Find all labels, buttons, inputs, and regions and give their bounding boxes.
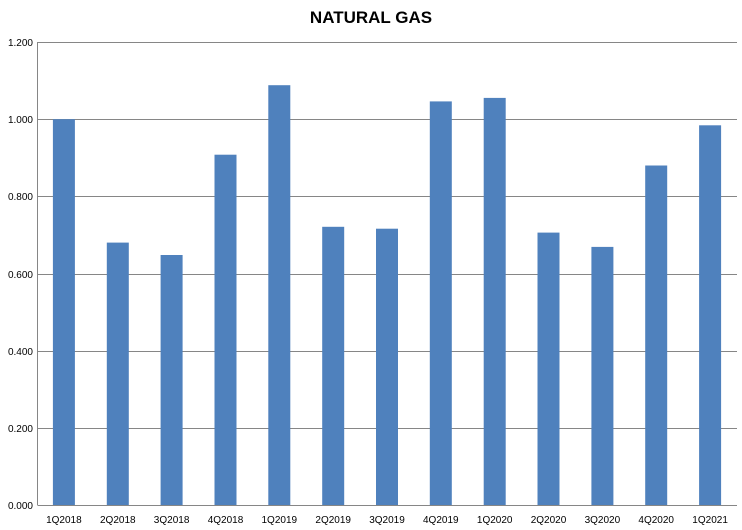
y-tick-label: 1.000 bbox=[8, 115, 33, 126]
y-tick-label: 0.800 bbox=[8, 192, 33, 203]
x-tick-label: 1Q2019 bbox=[262, 515, 298, 526]
bars bbox=[52, 85, 722, 506]
x-tick-label: 2Q2018 bbox=[100, 515, 136, 526]
x-tick-label: 3Q2018 bbox=[154, 515, 190, 526]
x-tick-label: 2Q2020 bbox=[531, 515, 567, 526]
x-tick-label: 1Q2021 bbox=[692, 515, 728, 526]
x-tick-label: 4Q2019 bbox=[423, 515, 459, 526]
bar-3q2018 bbox=[160, 255, 183, 505]
y-tick-label: 0.400 bbox=[8, 347, 33, 358]
bar-3q2020 bbox=[591, 246, 614, 505]
x-tick-label: 4Q2020 bbox=[638, 515, 674, 526]
x-axis-tick-labels: 1Q2018 2Q2018 3Q2018 4Q2018 1Q2019 2Q2019 3Q20… bbox=[46, 515, 728, 526]
bar-2q2020 bbox=[537, 232, 560, 505]
bar-4q2019 bbox=[429, 101, 452, 506]
y-axis-tick-labels: 0.000 0.200 0.400 0.600 0.800 1.000 1.200 bbox=[8, 38, 33, 512]
x-tick-label: 2Q2019 bbox=[315, 515, 351, 526]
bar-4q2020 bbox=[645, 165, 668, 505]
y-tick-label: 1.200 bbox=[8, 38, 33, 49]
bar-1q2019 bbox=[268, 85, 291, 505]
y-tick-label: 0.200 bbox=[8, 424, 33, 435]
bar-1q2018 bbox=[52, 119, 75, 505]
y-tick-label: 0.600 bbox=[8, 270, 33, 281]
x-tick-label: 4Q2018 bbox=[208, 515, 244, 526]
x-tick-label: 1Q2020 bbox=[477, 515, 513, 526]
bar-3q2019 bbox=[376, 228, 398, 505]
x-tick-label: 3Q2019 bbox=[369, 515, 405, 526]
bar-1q2021 bbox=[699, 125, 722, 506]
bar-2q2019 bbox=[322, 226, 345, 506]
x-tick-label: 3Q2020 bbox=[585, 515, 621, 526]
chart-title: NATURAL GAS bbox=[310, 8, 432, 27]
x-tick-label: 1Q2018 bbox=[46, 515, 82, 526]
y-tick-label: 0.000 bbox=[8, 501, 33, 512]
bar-2q2018 bbox=[106, 242, 129, 505]
bar-4q2018 bbox=[214, 154, 237, 505]
bar-1q2020 bbox=[483, 97, 506, 506]
